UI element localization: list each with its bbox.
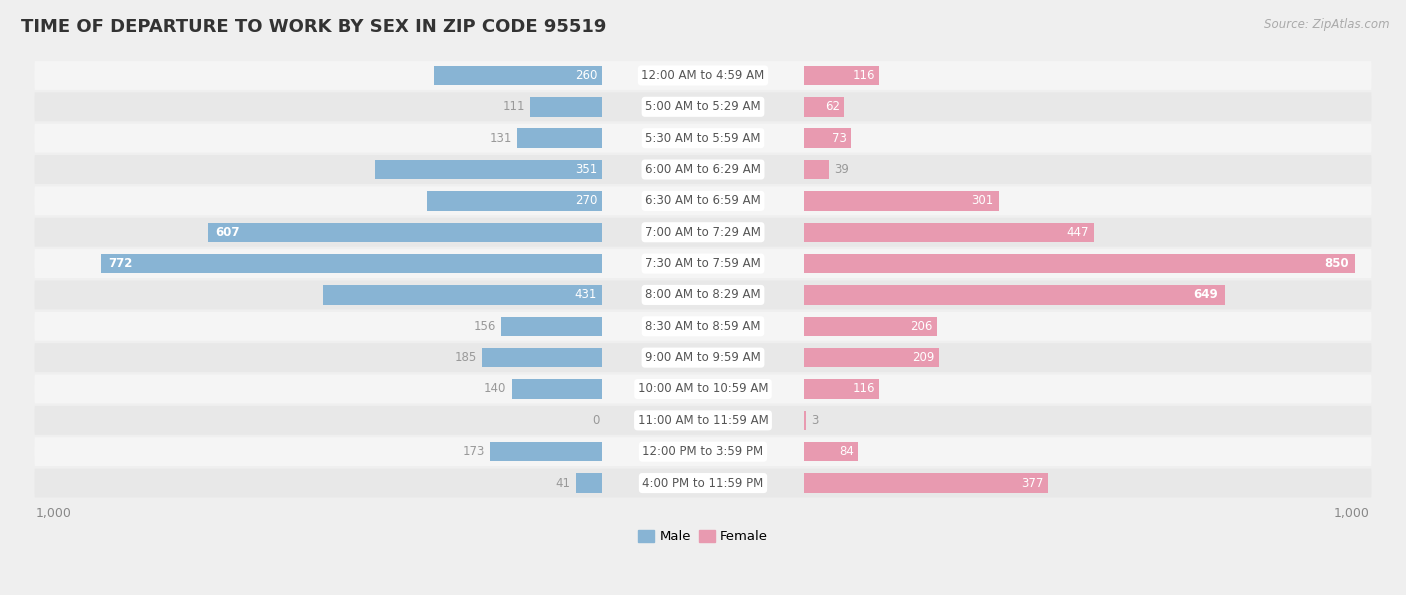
Text: 41: 41 [555, 477, 571, 490]
Bar [804, 474, 1049, 493]
FancyBboxPatch shape [35, 155, 1371, 184]
Bar [517, 129, 602, 148]
Text: 431: 431 [575, 289, 598, 302]
Bar [433, 65, 602, 85]
Bar [374, 160, 602, 179]
FancyBboxPatch shape [35, 406, 1371, 435]
FancyBboxPatch shape [35, 312, 1371, 341]
Text: 73: 73 [832, 131, 846, 145]
Text: 131: 131 [489, 131, 512, 145]
Bar [512, 379, 602, 399]
Text: 7:00 AM to 7:29 AM: 7:00 AM to 7:29 AM [645, 226, 761, 239]
Text: 649: 649 [1194, 289, 1219, 302]
Bar [804, 442, 858, 462]
Bar [804, 348, 939, 367]
Text: 607: 607 [215, 226, 239, 239]
Text: 7:30 AM to 7:59 AM: 7:30 AM to 7:59 AM [645, 257, 761, 270]
Legend: Male, Female: Male, Female [633, 524, 773, 549]
Bar [491, 442, 602, 462]
Text: 8:00 AM to 8:29 AM: 8:00 AM to 8:29 AM [645, 289, 761, 302]
Text: 10:00 AM to 10:59 AM: 10:00 AM to 10:59 AM [638, 383, 768, 396]
FancyBboxPatch shape [35, 186, 1371, 215]
Text: 6:30 AM to 6:59 AM: 6:30 AM to 6:59 AM [645, 195, 761, 208]
Text: 116: 116 [852, 69, 875, 82]
FancyBboxPatch shape [35, 92, 1371, 121]
Text: 9:00 AM to 9:59 AM: 9:00 AM to 9:59 AM [645, 351, 761, 364]
FancyBboxPatch shape [35, 343, 1371, 372]
Bar [804, 223, 1094, 242]
Bar [576, 474, 602, 493]
Bar [804, 285, 1225, 305]
Bar [804, 191, 1000, 211]
Text: 12:00 AM to 4:59 AM: 12:00 AM to 4:59 AM [641, 69, 765, 82]
Text: 62: 62 [825, 101, 839, 113]
Text: 447: 447 [1066, 226, 1088, 239]
Bar [101, 254, 602, 273]
Bar [804, 317, 938, 336]
Text: 206: 206 [910, 320, 932, 333]
Bar [427, 191, 602, 211]
Bar [804, 129, 851, 148]
Text: 260: 260 [575, 69, 598, 82]
Text: 8:30 AM to 8:59 AM: 8:30 AM to 8:59 AM [645, 320, 761, 333]
Bar [804, 97, 844, 117]
Bar [208, 223, 602, 242]
Bar [501, 317, 602, 336]
Text: 0: 0 [592, 414, 599, 427]
Bar [804, 65, 879, 85]
Bar [482, 348, 602, 367]
Text: 185: 185 [456, 351, 477, 364]
Text: 3: 3 [811, 414, 818, 427]
Bar [804, 254, 1355, 273]
FancyBboxPatch shape [35, 437, 1371, 466]
Text: 270: 270 [575, 195, 598, 208]
Text: 5:30 AM to 5:59 AM: 5:30 AM to 5:59 AM [645, 131, 761, 145]
Text: 39: 39 [834, 163, 849, 176]
Text: 111: 111 [503, 101, 526, 113]
Text: 12:00 PM to 3:59 PM: 12:00 PM to 3:59 PM [643, 445, 763, 458]
Text: 140: 140 [484, 383, 506, 396]
Bar [530, 97, 602, 117]
Text: Source: ZipAtlas.com: Source: ZipAtlas.com [1264, 18, 1389, 31]
Text: 6:00 AM to 6:29 AM: 6:00 AM to 6:29 AM [645, 163, 761, 176]
Text: 4:00 PM to 11:59 PM: 4:00 PM to 11:59 PM [643, 477, 763, 490]
Bar [804, 160, 830, 179]
Text: 84: 84 [839, 445, 855, 458]
Bar [322, 285, 602, 305]
Bar [804, 411, 806, 430]
Text: 850: 850 [1324, 257, 1348, 270]
FancyBboxPatch shape [35, 61, 1371, 90]
Text: 5:00 AM to 5:29 AM: 5:00 AM to 5:29 AM [645, 101, 761, 113]
Text: 377: 377 [1021, 477, 1043, 490]
Text: 156: 156 [474, 320, 496, 333]
FancyBboxPatch shape [35, 375, 1371, 403]
FancyBboxPatch shape [35, 218, 1371, 247]
Text: 173: 173 [463, 445, 485, 458]
Text: 772: 772 [108, 257, 132, 270]
Text: 301: 301 [972, 195, 994, 208]
FancyBboxPatch shape [35, 469, 1371, 497]
FancyBboxPatch shape [35, 249, 1371, 278]
Text: 116: 116 [852, 383, 875, 396]
Text: 11:00 AM to 11:59 AM: 11:00 AM to 11:59 AM [638, 414, 768, 427]
Bar [804, 379, 879, 399]
FancyBboxPatch shape [35, 124, 1371, 152]
FancyBboxPatch shape [35, 280, 1371, 309]
Text: 209: 209 [911, 351, 934, 364]
Text: 351: 351 [575, 163, 598, 176]
Text: TIME OF DEPARTURE TO WORK BY SEX IN ZIP CODE 95519: TIME OF DEPARTURE TO WORK BY SEX IN ZIP … [21, 18, 606, 36]
